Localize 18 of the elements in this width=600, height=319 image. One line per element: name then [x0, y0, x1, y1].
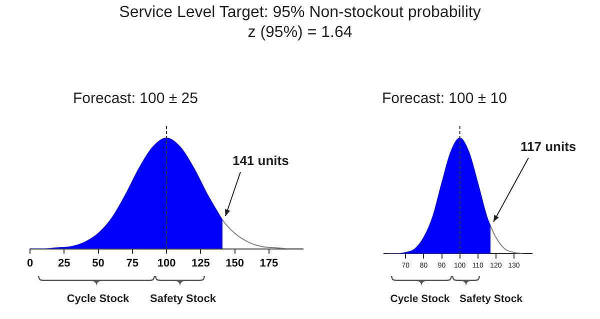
x-tick-label: 125 — [191, 257, 210, 270]
x-tick-label: 100 — [157, 257, 176, 270]
x-tick-label: 50 — [92, 257, 104, 270]
annotation: 141 units — [232, 153, 289, 168]
chart-title: Forecast: 100 ± 10 — [381, 90, 508, 109]
text: Safety Stock — [459, 293, 523, 305]
text: Cycle Stock — [390, 293, 450, 305]
text: z (95%) = 1.64 — [246, 24, 354, 42]
text: Cycle Stock — [66, 293, 130, 305]
x-tick-label: 25 — [58, 257, 70, 270]
x-tick-label: 75 — [126, 257, 138, 270]
x-tick-label: 0 — [26, 257, 34, 270]
x-tick-label: 175 — [260, 257, 278, 270]
x-tick-label: 150 — [226, 257, 244, 270]
text: Service Level Target: 95% Non-stockout probability — [118, 4, 482, 22]
annotation: 117 units — [520, 138, 576, 154]
text: Safety Stock — [150, 293, 216, 305]
chart-title: Forecast: 100 ± 25 — [72, 90, 199, 109]
